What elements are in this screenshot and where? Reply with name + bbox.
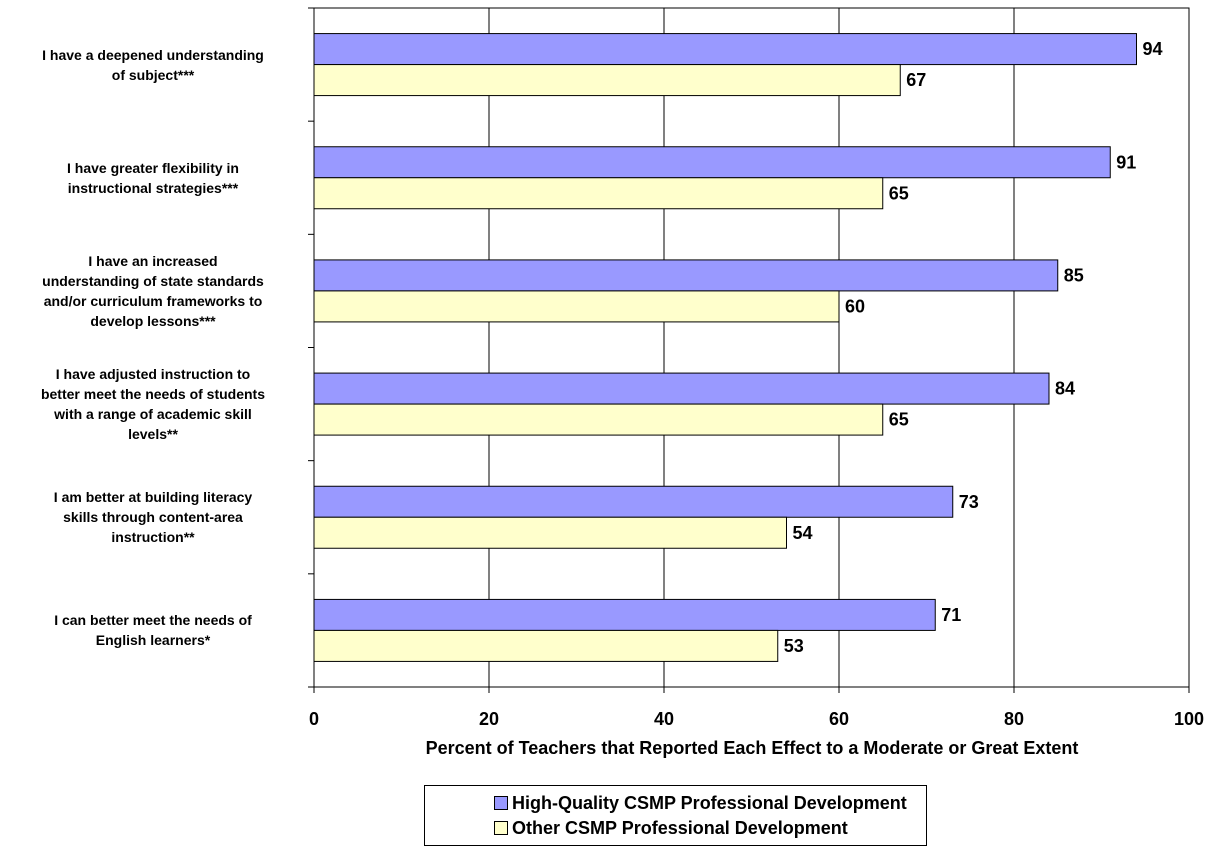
legend: High-Quality CSMP Professional Developme… (424, 785, 927, 846)
category-label: I am better at building literacy skills t… (53, 489, 253, 546)
legend-label-high-quality: High-Quality CSMP Professional Developme… (512, 792, 907, 813)
legend-item-other: Other CSMP Professional Development (494, 817, 848, 839)
legend-label-other: Other CSMP Professional Development (512, 817, 848, 838)
bar-high-quality (313, 259, 1059, 292)
data-label: 85 (1064, 265, 1084, 285)
x-tick-label: 60 (829, 709, 849, 729)
data-label: 91 (1116, 152, 1136, 172)
x-tick-label: 100 (1174, 709, 1204, 729)
data-label: 94 (1143, 39, 1163, 59)
data-label: 71 (941, 605, 961, 625)
legend-swatch-high-quality (494, 796, 508, 810)
bar-high-quality (313, 146, 1111, 179)
bar-other (313, 403, 884, 436)
category-label: I have an increased understanding of stat… (42, 252, 264, 329)
x-tick-label: 40 (654, 709, 674, 729)
bar-other (313, 64, 901, 97)
data-label: 65 (889, 183, 909, 203)
bar-other (313, 290, 840, 323)
data-label: 84 (1055, 379, 1075, 399)
chart-plot: 0 20 40 60 80 100 94 67 91 65 85 60 84 65 73 54 71 53 Perc… (308, 7, 1204, 758)
bar-high-quality (313, 485, 954, 518)
data-label: 73 (959, 492, 979, 512)
x-tick-label: 80 (1004, 709, 1024, 729)
data-label: 60 (845, 296, 865, 316)
legend-swatch-other (494, 821, 508, 835)
bar-other (313, 629, 779, 662)
bar-high-quality (313, 598, 936, 631)
category-label: I have greater flexibility in instruction… (67, 159, 239, 196)
data-label: 54 (793, 523, 813, 543)
bar-other (313, 516, 787, 549)
legend-item-high-quality: High-Quality CSMP Professional Developme… (494, 792, 907, 814)
x-tick-label: 20 (479, 709, 499, 729)
data-label: 67 (906, 70, 926, 90)
data-label: 65 (889, 410, 909, 430)
bar-high-quality (313, 372, 1050, 405)
category-label: I have adjusted instruction to better mee… (40, 366, 266, 443)
plot-area (313, 7, 1190, 688)
data-label: 53 (784, 636, 804, 656)
category-label: I have a deepened understanding of subjec… (42, 46, 264, 83)
x-tick-label: 0 (309, 709, 319, 729)
x-axis-title: Percent of Teachers that Reported Each E… (426, 738, 1079, 758)
bar-other (313, 177, 884, 210)
category-label: I can better meet the needs of English le… (54, 612, 252, 649)
bar-high-quality (313, 33, 1137, 66)
